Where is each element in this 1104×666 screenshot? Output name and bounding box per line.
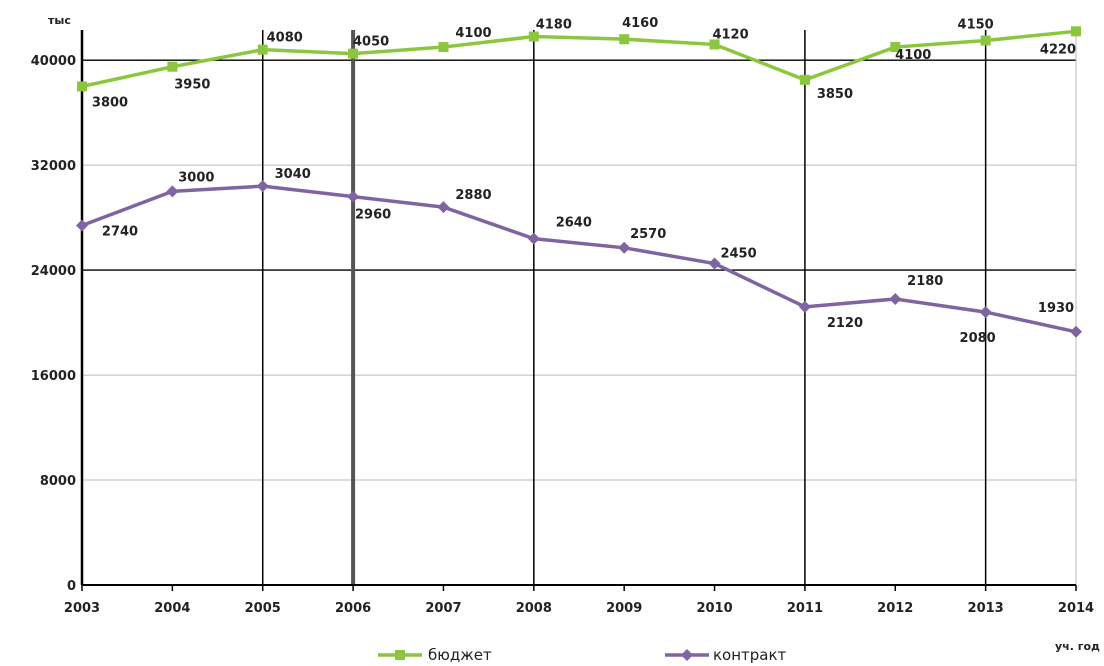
data-point (347, 190, 360, 203)
data-label: 4150 (958, 17, 994, 32)
y-tick-label: 0 (67, 579, 76, 594)
data-label: 2740 (102, 224, 138, 239)
data-label: 2450 (720, 247, 756, 262)
chart-axes: тыс уч. год 0 8000 16000 24000 32000 40000 200… (31, 14, 1100, 653)
data-point (256, 180, 269, 193)
y-tick-label: 32000 (31, 159, 76, 174)
data-label: 2960 (355, 208, 391, 223)
data-point (799, 74, 810, 85)
data-label: 3800 (92, 95, 128, 110)
x-tick-label: 2009 (606, 601, 642, 616)
data-point (77, 81, 87, 92)
data-label: 4050 (353, 35, 389, 50)
y-tick-label: 8000 (40, 474, 76, 489)
data-label: 2080 (960, 331, 996, 346)
x-tick-label: 2012 (877, 601, 913, 616)
data-label: 3040 (275, 167, 311, 182)
y-tick-label: 24000 (31, 264, 76, 279)
data-point (709, 39, 720, 50)
data-point (708, 257, 721, 270)
data-point (76, 219, 88, 232)
data-point (890, 42, 901, 53)
y-tick-label: 40000 (31, 54, 76, 69)
data-label: 4220 (1040, 42, 1076, 57)
x-tick-label: 2005 (245, 601, 281, 616)
data-point (980, 35, 991, 46)
data-point (1071, 26, 1081, 37)
data-point (166, 185, 179, 198)
x-tick-label: 2006 (335, 601, 371, 616)
legend-marker (681, 649, 693, 661)
data-point (1070, 325, 1082, 338)
x-tick-label: 2014 (1058, 601, 1094, 616)
data-point (979, 306, 992, 319)
data-point (438, 42, 449, 53)
y-axis-unit-label: тыс (48, 14, 71, 27)
data-point (618, 241, 631, 254)
data-label: 4080 (267, 31, 303, 46)
data-label: 2570 (630, 227, 666, 242)
x-tick-label: 2004 (154, 601, 190, 616)
data-point (889, 292, 902, 305)
data-label: 2640 (556, 216, 592, 231)
x-tick-label: 2003 (64, 601, 100, 616)
data-point (619, 34, 630, 45)
data-label: 4120 (712, 27, 748, 42)
data-label: 1930 (1038, 301, 1074, 316)
data-label: 4100 (455, 26, 491, 41)
x-axis-unit-label: уч. год (1055, 640, 1100, 653)
data-label: 3000 (178, 170, 214, 185)
x-tick-label: 2007 (425, 601, 461, 616)
data-point (257, 44, 268, 55)
data-point (527, 232, 540, 245)
legend-marker (395, 650, 405, 660)
series-line (81, 29, 1077, 89)
chart-grid (81, 30, 1077, 585)
data-point (798, 300, 811, 313)
data-label: 4180 (536, 18, 572, 33)
legend-label: контракт (713, 646, 787, 664)
data-label: 4160 (622, 16, 658, 31)
data-point (348, 48, 359, 59)
series-line (81, 184, 1077, 334)
data-label: 2120 (827, 316, 863, 331)
data-point (167, 61, 178, 72)
data-label: 2880 (455, 188, 491, 203)
series-бюджет: 3800 3950 4080 4050 4100 4180 4160 4120 3850 4100… (77, 16, 1081, 110)
data-point (528, 31, 539, 42)
series-layer: 3800 3950 4080 4050 4100 4180 4160 4120 3850 4100… (76, 16, 1082, 346)
data-label: 3950 (174, 78, 210, 93)
x-tick-label: 2011 (787, 601, 823, 616)
data-label: 2180 (907, 274, 943, 289)
series-контракт: 2740 3000 3040 2960 2880 2640 2570 2450 2120 2180… (76, 167, 1082, 346)
data-label: 4100 (895, 48, 931, 63)
x-tick-label: 2013 (968, 601, 1004, 616)
y-tick-label: 16000 (31, 369, 76, 384)
data-point (437, 201, 450, 214)
data-label: 3850 (817, 87, 853, 102)
legend-label: бюджет (428, 646, 492, 664)
x-tick-label: 2008 (516, 601, 552, 616)
x-tick-label: 2010 (696, 601, 732, 616)
chart-legend: бюджет контракт (378, 646, 787, 664)
